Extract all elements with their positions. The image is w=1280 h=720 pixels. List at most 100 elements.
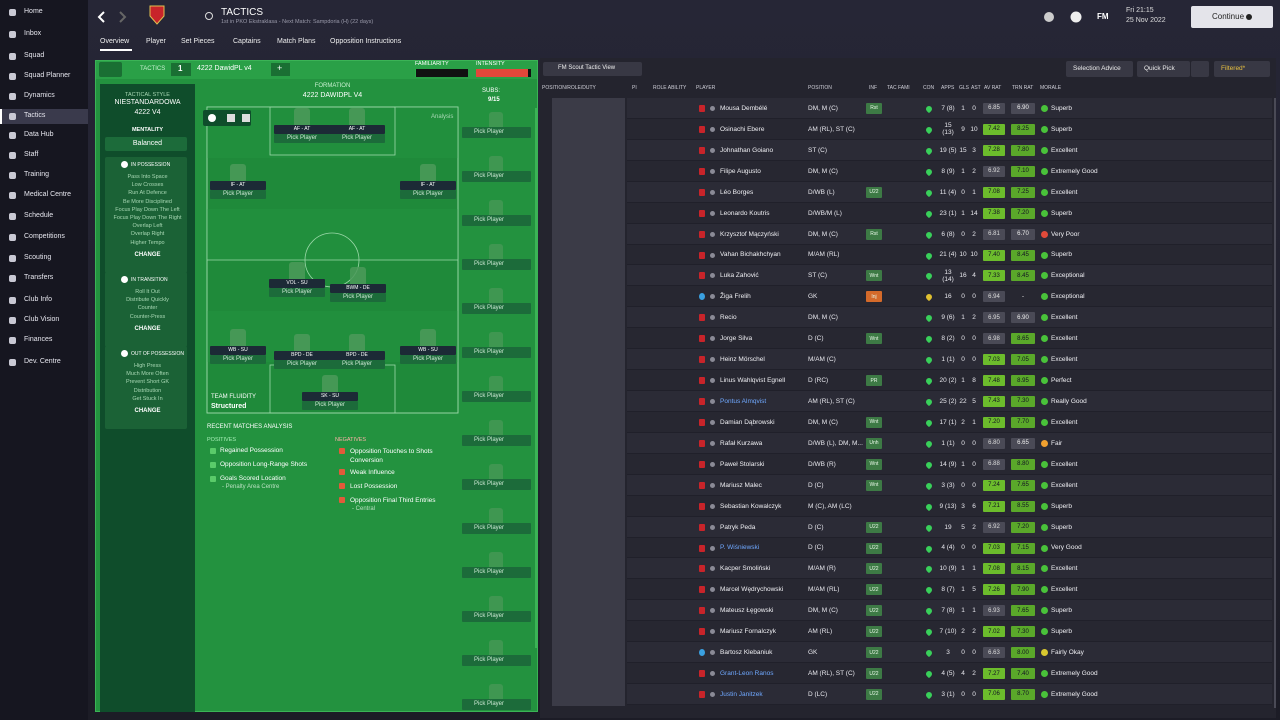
row-background[interactable]	[627, 579, 1272, 601]
column-header[interactable]: INF	[869, 85, 878, 91]
sidebar-item[interactable]: Competitions	[24, 233, 65, 240]
role-label[interactable]: WB - SU	[418, 347, 438, 353]
change-button[interactable]: CHANGE	[134, 325, 161, 332]
sub-pick-player[interactable]: Pick Player	[474, 613, 505, 619]
toolbar-label[interactable]: Filtered*	[1221, 65, 1246, 72]
player-name[interactable]: Marcel Wędrychowski	[720, 586, 784, 594]
column-header[interactable]: APPS	[941, 85, 955, 91]
continue-button[interactable]	[1191, 6, 1273, 28]
pick-player[interactable]: Pick Player	[342, 294, 373, 300]
collapse-button[interactable]	[99, 62, 122, 77]
row-background[interactable]	[627, 202, 1272, 224]
tab[interactable]: Set Pieces	[181, 38, 215, 45]
sub-pick-player[interactable]: Pick Player	[474, 481, 505, 487]
pick-player[interactable]: Pick Player	[281, 289, 312, 295]
sub-pick-player[interactable]: Pick Player	[474, 349, 505, 355]
role-label[interactable]: IF - AT	[230, 182, 246, 188]
sub-pick-player[interactable]: Pick Player	[474, 129, 505, 135]
add-tactic[interactable]: +	[277, 63, 283, 73]
toolbar-label[interactable]: Selection Advice	[1073, 65, 1121, 72]
role-label[interactable]: AF - AT	[348, 126, 366, 132]
player-name[interactable]: Kacper Smoliński	[720, 565, 771, 573]
pick-box[interactable]	[210, 190, 266, 199]
pick-player[interactable]: Pick Player	[341, 361, 372, 367]
player-name[interactable]: Rafał Kurzawa	[720, 439, 763, 447]
role-label[interactable]: AF - AT	[293, 126, 311, 132]
row-background[interactable]	[627, 642, 1272, 664]
row-background[interactable]	[627, 223, 1272, 245]
sub-pick-player[interactable]: Pick Player	[474, 393, 505, 399]
player-name[interactable]: Justin Janitzek	[720, 690, 763, 698]
tab[interactable]: Overview	[100, 38, 130, 45]
column-header[interactable]: TAC FAMI	[887, 85, 910, 91]
sidebar-item[interactable]: Scouting	[24, 254, 52, 261]
column-header[interactable]: PI	[632, 85, 637, 91]
row-background[interactable]	[627, 286, 1272, 308]
row-background[interactable]	[627, 537, 1272, 559]
row-background[interactable]	[627, 265, 1272, 287]
column-header[interactable]: POSITION/ROLE/DUTY	[542, 85, 596, 91]
analysis-toggle[interactable]: Analysis	[431, 114, 454, 120]
player-name[interactable]: Bartosz Klebaniuk	[720, 649, 773, 657]
player-name[interactable]: Leonardo Koutris	[720, 209, 770, 217]
sub-box[interactable]	[462, 303, 531, 314]
player-name[interactable]: Grant-Leon Ranos	[720, 670, 774, 678]
row-background[interactable]	[627, 432, 1272, 454]
role-label[interactable]: BWM - DE	[346, 285, 370, 291]
row-background[interactable]	[627, 411, 1272, 433]
sub-box[interactable]	[462, 479, 531, 490]
analysis-title[interactable]: RECENT MATCHES ANALYSIS	[207, 424, 293, 430]
role-label[interactable]: SK - SU	[320, 393, 340, 399]
formation-name[interactable]: 4222 DAWIDPL V4	[302, 92, 363, 99]
sidebar-item[interactable]: Dynamics	[24, 92, 55, 99]
sub-pick-player[interactable]: Pick Player	[474, 701, 505, 707]
pick-box[interactable]	[330, 293, 386, 302]
pick-player[interactable]: Pick Player	[222, 356, 253, 362]
sidebar-item[interactable]: Medical Centre	[24, 191, 72, 198]
role-label[interactable]: VOL - SU	[286, 280, 308, 286]
forward-arrow[interactable]	[119, 11, 127, 23]
player-name[interactable]: Linus Wahlqvist Egnell	[720, 377, 786, 385]
change-button[interactable]: CHANGE	[134, 408, 161, 414]
player-name[interactable]: Recio	[720, 314, 737, 322]
mentality[interactable]: Balanced	[132, 140, 163, 147]
sub-pick-player[interactable]: Pick Player	[474, 657, 505, 663]
row-background[interactable]	[627, 558, 1272, 580]
pick-player[interactable]: Pick Player	[341, 135, 372, 141]
row-background[interactable]	[627, 118, 1272, 140]
sub-box[interactable]	[462, 523, 531, 534]
row-background[interactable]	[627, 328, 1272, 350]
sub-box[interactable]	[462, 215, 531, 226]
sidebar-item[interactable]: Finances	[24, 336, 53, 343]
player-name[interactable]: Léo Borges	[720, 188, 754, 196]
sidebar-item[interactable]: Tactics	[24, 112, 46, 119]
column-header[interactable]: CON	[923, 85, 935, 91]
sub-box[interactable]	[462, 259, 531, 270]
tab[interactable]: Captains	[233, 38, 261, 45]
role-label[interactable]: BPD - DE	[291, 352, 313, 358]
player-name[interactable]: Žiga Frelih	[720, 293, 751, 301]
toolbar-button[interactable]	[1066, 61, 1133, 77]
player-name[interactable]: Johnathan Goiano	[720, 146, 774, 154]
help-icon[interactable]	[1070, 11, 1082, 23]
view-name[interactable]: FM Scout Tactic View	[558, 65, 616, 71]
sub-box[interactable]	[462, 171, 531, 182]
sub-pick-player[interactable]: Pick Player	[474, 217, 505, 223]
pick-box[interactable]	[302, 401, 358, 410]
sidebar-item[interactable]: Schedule	[24, 212, 54, 219]
view-dropdown[interactable]	[543, 62, 642, 76]
search-icon[interactable]	[205, 12, 213, 20]
pick-box[interactable]	[400, 190, 456, 199]
sub-pick-player[interactable]: Pick Player	[474, 569, 505, 575]
mentality-box[interactable]	[105, 137, 187, 151]
toolbar-button[interactable]	[1137, 61, 1190, 77]
row-background[interactable]	[627, 621, 1272, 643]
sidebar-item[interactable]: Squad	[24, 52, 45, 59]
pick-player[interactable]: Pick Player	[222, 191, 253, 197]
column-header[interactable]: MORALE	[1040, 85, 1062, 91]
sub-box[interactable]	[462, 655, 531, 666]
row-background[interactable]	[627, 600, 1272, 622]
role-label[interactable]: WB - SU	[228, 347, 248, 353]
row-background[interactable]	[627, 453, 1272, 475]
sub-box[interactable]	[462, 127, 531, 138]
